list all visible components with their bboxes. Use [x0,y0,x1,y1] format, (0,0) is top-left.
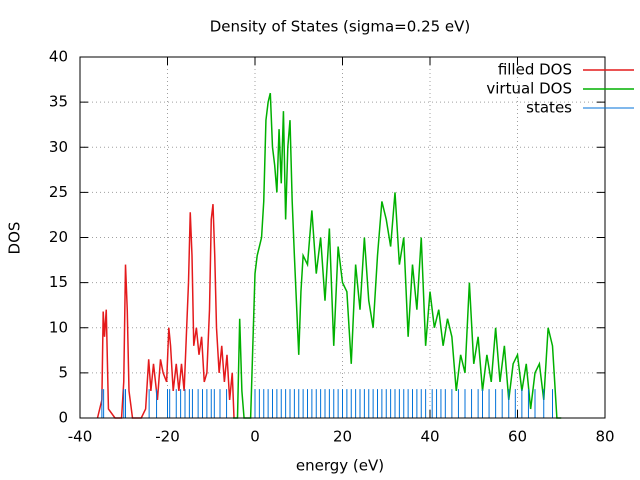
y-tick-label: 40 [49,48,68,66]
x-tick-label: 0 [250,428,260,446]
series-line [233,92,562,419]
plot-frame [79,56,606,419]
y-tick-label: 25 [49,183,68,201]
y-tick-label: 10 [49,318,68,336]
y-tick-label: 5 [58,363,68,381]
y-axis-label: DOS [6,222,24,255]
x-tick-label: 20 [333,428,352,446]
chart-title: Density of States (sigma=0.25 eV) [210,18,471,36]
legend-label: states [526,99,572,117]
y-tick-label: 15 [49,273,68,291]
x-axis-label: energy (eV) [296,457,384,475]
series-line [96,204,235,419]
x-tick-label: -20 [155,428,180,446]
x-tick-label: 40 [420,428,439,446]
y-tick-label: 35 [49,93,68,111]
y-tick-label: 30 [49,138,68,156]
x-tick-label: -40 [68,428,93,446]
x-tick-label: 80 [595,428,614,446]
x-tick-label: 60 [508,428,527,446]
legend-label: virtual DOS [486,80,572,98]
legend-label: filled DOS [498,61,572,79]
y-tick-label: 0 [58,409,68,427]
y-tick-label: 20 [49,228,68,246]
